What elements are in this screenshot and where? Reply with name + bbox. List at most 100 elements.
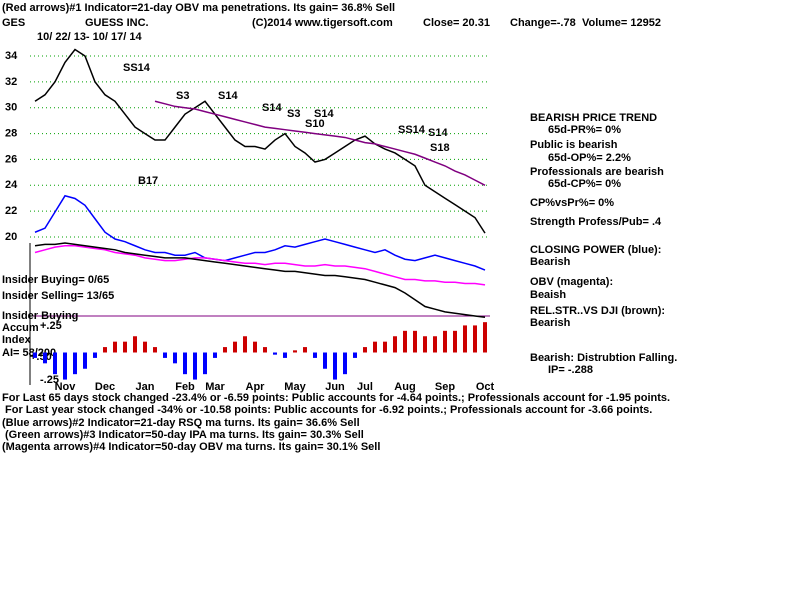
status-text: Public is bearish xyxy=(530,139,618,151)
indicator-text: +.25 xyxy=(40,320,62,332)
accum-bar xyxy=(63,352,67,380)
x-tick-label: Nov xyxy=(55,381,77,393)
accum-bar xyxy=(273,352,277,355)
accum-bar xyxy=(483,322,487,353)
accum-bar xyxy=(453,330,457,353)
header-text: Change=-.78 xyxy=(510,17,576,29)
accum-bar xyxy=(93,352,97,358)
footer-text: For Last 65 days stock changed -23.4% or… xyxy=(2,392,670,404)
accum-bar xyxy=(133,336,137,353)
header-text: GUESS INC. xyxy=(85,17,149,29)
accum-bar xyxy=(193,352,197,380)
indicator-text: Insider Selling= 13/65 xyxy=(2,290,114,302)
x-tick-label: Feb xyxy=(175,381,195,393)
status-text: CP%vsPr%= 0% xyxy=(530,197,614,209)
status-text: Beaish xyxy=(530,289,566,301)
accum-bar xyxy=(153,347,157,353)
accum-bar xyxy=(73,352,77,375)
x-tick-label: Sep xyxy=(435,381,455,393)
x-tick-label: Oct xyxy=(476,381,495,393)
header-text: 10/ 22/ 13- 10/ 17/ 14 xyxy=(37,31,142,43)
status-text: Bearish xyxy=(530,256,571,268)
accum-bar xyxy=(103,347,107,353)
y-tick-label: 20 xyxy=(5,231,17,243)
accum-bar xyxy=(333,352,337,380)
accum-bar xyxy=(143,341,147,353)
accum-bar xyxy=(443,330,447,353)
accum-bar xyxy=(293,350,297,353)
y-tick-label: 26 xyxy=(5,153,17,165)
accum-bar xyxy=(183,352,187,375)
signal-label: S14 xyxy=(218,90,238,102)
accum-bar xyxy=(243,336,247,353)
accum-bar xyxy=(123,341,127,353)
header-text: GES xyxy=(2,17,25,29)
accum-bar xyxy=(283,352,287,358)
signal-label: S14 xyxy=(428,127,448,139)
accum-bar xyxy=(83,352,87,369)
indicator-text: Insider Buying xyxy=(2,310,78,322)
accum-bar xyxy=(413,330,417,353)
y-tick-label: 22 xyxy=(5,205,17,217)
footer-text: (Magenta arrows)#4 Indicator=50-day OBV … xyxy=(2,441,380,453)
header-text: Volume= 12952 xyxy=(582,17,661,29)
x-tick-label: Jan xyxy=(136,381,155,393)
indicator-text: Insider Buying= 0/65 xyxy=(2,274,109,286)
accum-bar xyxy=(203,352,207,375)
accum-bar xyxy=(213,352,217,358)
x-tick-label: Aug xyxy=(394,381,415,393)
signal-label: S3 xyxy=(176,90,189,102)
accum-bar xyxy=(303,347,307,353)
y-tick-label: 28 xyxy=(5,127,17,139)
accum-bar xyxy=(263,347,267,353)
signal-label: B17 xyxy=(138,175,158,187)
accum-bar xyxy=(43,352,47,364)
status-text: IP= -.288 xyxy=(548,364,593,376)
signal-label: S10 xyxy=(305,118,325,130)
x-tick-label: May xyxy=(284,381,306,393)
accum-bar xyxy=(463,325,467,353)
accum-bar xyxy=(433,336,437,353)
signal-label: SS14 xyxy=(123,62,151,74)
accum-bar xyxy=(373,341,377,353)
indicator-text: Index xyxy=(2,334,32,346)
x-tick-label: Mar xyxy=(205,381,225,393)
accum-bar xyxy=(363,347,367,353)
accum-bar xyxy=(33,352,37,358)
accum-bar xyxy=(233,341,237,353)
accum-bar xyxy=(53,352,57,375)
series-line xyxy=(34,48,486,234)
y-tick-label: 30 xyxy=(5,102,17,114)
status-text: 65d-CP%= 0% xyxy=(548,178,621,190)
accum-bar xyxy=(113,341,117,353)
status-text: REL.STR..VS DJI (brown): xyxy=(530,305,665,317)
footer-text: (Green arrows)#3 Indicator=50-day IPA ma… xyxy=(5,429,364,441)
accum-bar xyxy=(393,336,397,353)
status-text: Strength Profess/Pub= .4 xyxy=(530,216,662,228)
accum-bar xyxy=(323,352,327,369)
accum-bar xyxy=(353,352,357,358)
accum-bar xyxy=(163,352,167,358)
status-text: OBV (magenta): xyxy=(530,276,613,288)
header-text: (C)2014 www.tigersoft.com xyxy=(252,17,393,29)
indicator-text: AI= 58/200 xyxy=(2,347,56,359)
x-tick-label: Jun xyxy=(325,381,345,393)
accum-bar xyxy=(223,347,227,353)
signal-label: S14 xyxy=(314,108,334,120)
signal-label: S18 xyxy=(430,142,450,154)
header-text: (Red arrows)#1 Indicator=21-day OBV ma p… xyxy=(2,2,395,14)
y-tick-label: 32 xyxy=(5,76,17,88)
series-line xyxy=(34,245,486,286)
status-text: CLOSING POWER (blue): xyxy=(530,244,661,256)
accum-bar xyxy=(403,330,407,353)
status-text: Bearish: Distrubtion Falling. xyxy=(530,352,677,364)
signal-label: SS14 xyxy=(398,124,426,136)
status-text: 65d-PR%= 0% xyxy=(548,124,621,136)
y-tick-label: 24 xyxy=(5,179,18,191)
series-line xyxy=(154,100,486,186)
indicator-text: -.25 xyxy=(40,374,59,386)
signal-label: S14 xyxy=(262,102,282,114)
accum-bar xyxy=(313,352,317,358)
